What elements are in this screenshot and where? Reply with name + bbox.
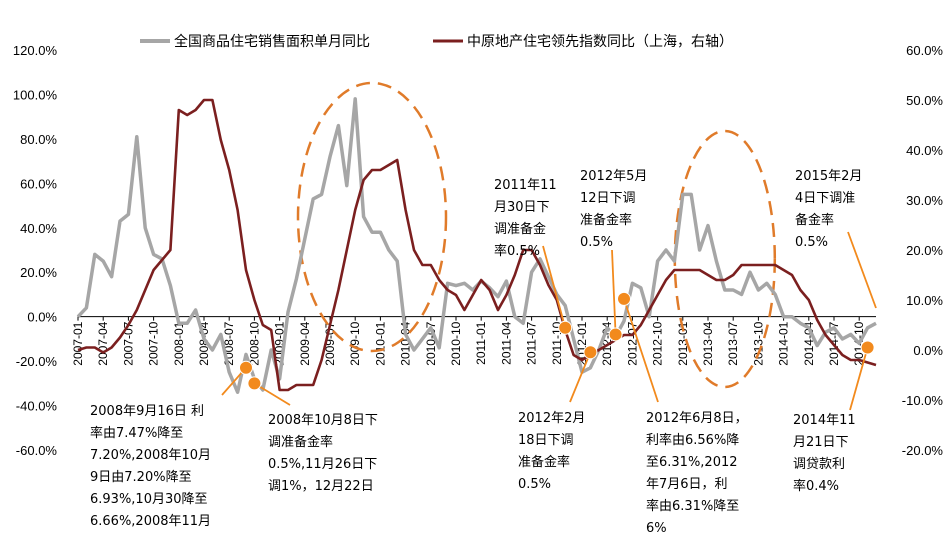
x-tick-label: 2011-07 [525,321,539,364]
annotation-2012-may-rrr-cut: 2012年5月 12日下调 准备金率 0.5% [580,169,648,250]
y-left-tick-label: 0.0% [27,310,57,325]
x-tick-label: 2013-01 [676,321,690,365]
x-tick-label: 2008-01 [172,321,186,365]
highlight-ellipse [296,81,448,353]
annotation-connectors [221,231,877,411]
annotation-marker [617,291,631,306]
x-tick-label: 2009-10 [348,321,362,365]
annotation-2011-nov-rrr-cut: 2011年11 月30日下 调准备金 率0.5% [494,178,557,259]
y-left-tick-label: 20.0% [20,265,57,280]
legend-label-sales: 全国商品住宅销售面积单月同比 [174,33,370,50]
x-tick-label: 2013-04 [701,321,715,365]
series [76,97,877,394]
annotation-marker [558,320,573,335]
y-right-tick-label: -20.0% [902,443,944,458]
annotation-marker [247,376,262,391]
y-left-tick-label: -40.0% [16,399,58,414]
annotation-connector [849,347,869,411]
y-right-tick-label: -10.0% [902,393,944,408]
annotation-2014-nov-rate-cut: 2014年11 月21日下 调贷款利 率0.4% [793,413,856,494]
annotation-connector [623,298,659,403]
y-left-tick-label: 120.0% [13,43,58,58]
x-tick-label: 2011-01 [474,321,488,364]
y-right-tick-label: 50.0% [906,93,943,108]
annotation-connector [611,249,617,335]
x-tick-label: 2012-10 [651,321,665,365]
annotation-2008-oct-rrr-cut: 2008年10月8日下 调准备金率 0.5%,11月26日下 调1%，12月22… [268,413,378,494]
y-left-tick-label: -60.0% [16,443,58,458]
annotation-connector [542,245,567,329]
y-left-tick-label: 80.0% [20,132,57,147]
x-tick-label: 2013-10 [751,321,765,365]
y-left-tick-label: 100.0% [13,87,58,102]
x-tick-label: 2011-04 [499,321,513,364]
y-left-tick-label: 60.0% [20,176,57,191]
y-right-tick-label: 20.0% [906,243,943,258]
annotation-markers [239,291,875,391]
x-tick-label: 2007-07 [121,321,135,365]
x-tick-label: 2008-10 [247,321,261,365]
annotation-2008-sep-rate-cut: 2008年9月16日 利 率由7.47%降至 7.20%,2008年10月 9日… [90,404,212,529]
annotation-marker [239,360,253,375]
annotation-marker [860,340,875,355]
x-tick-label: 2010-10 [449,321,463,365]
x-tick-label: 2014-01 [777,321,791,365]
x-tick-label: 2007-01 [71,321,85,365]
annotation-2015-feb-rrr-cut: 2015年2月 4日下调准 备金率 0.5% [795,169,863,250]
x-tick-label: 2013-07 [726,321,740,365]
y-right-tick-label: 0.0% [913,343,943,358]
x-tick-label: 2007-10 [147,321,161,365]
y-right-tick-label: 40.0% [906,143,943,158]
y-right-tick-label: 10.0% [906,293,943,308]
y-left-tick-label: 40.0% [20,221,57,236]
annotation-connector [569,351,592,403]
x-tick-label: 2010-01 [373,321,387,365]
x-tick-label: 2007-04 [96,321,110,365]
annotation-2012-jun-rate-cut: 2012年6月8日， 利率由6.56%降 至6.31%,2012 年7月6日，利… [646,411,748,536]
annotation-marker [583,345,598,360]
y-right-tick-label: 30.0% [906,193,943,208]
highlight-ellipse [673,129,777,389]
annotation-2012-feb-rrr-cut: 2012年2月 18日下调 准备金率 0.5% [518,411,586,492]
y-left-tick-label: -20.0% [16,354,58,369]
legend: 全国商品住宅销售面积单月同比 中原地产住宅领先指数同比（上海，右轴） [140,33,733,50]
annotation-connector [847,231,877,309]
series-line-index-yoy [77,98,877,392]
legend-label-index: 中原地产住宅领先指数同比（上海，右轴） [467,34,733,50]
annotation-marker [608,327,623,342]
x-tick-label: 2009-04 [298,321,312,365]
y-right-tick-label: 60.0% [906,43,943,58]
